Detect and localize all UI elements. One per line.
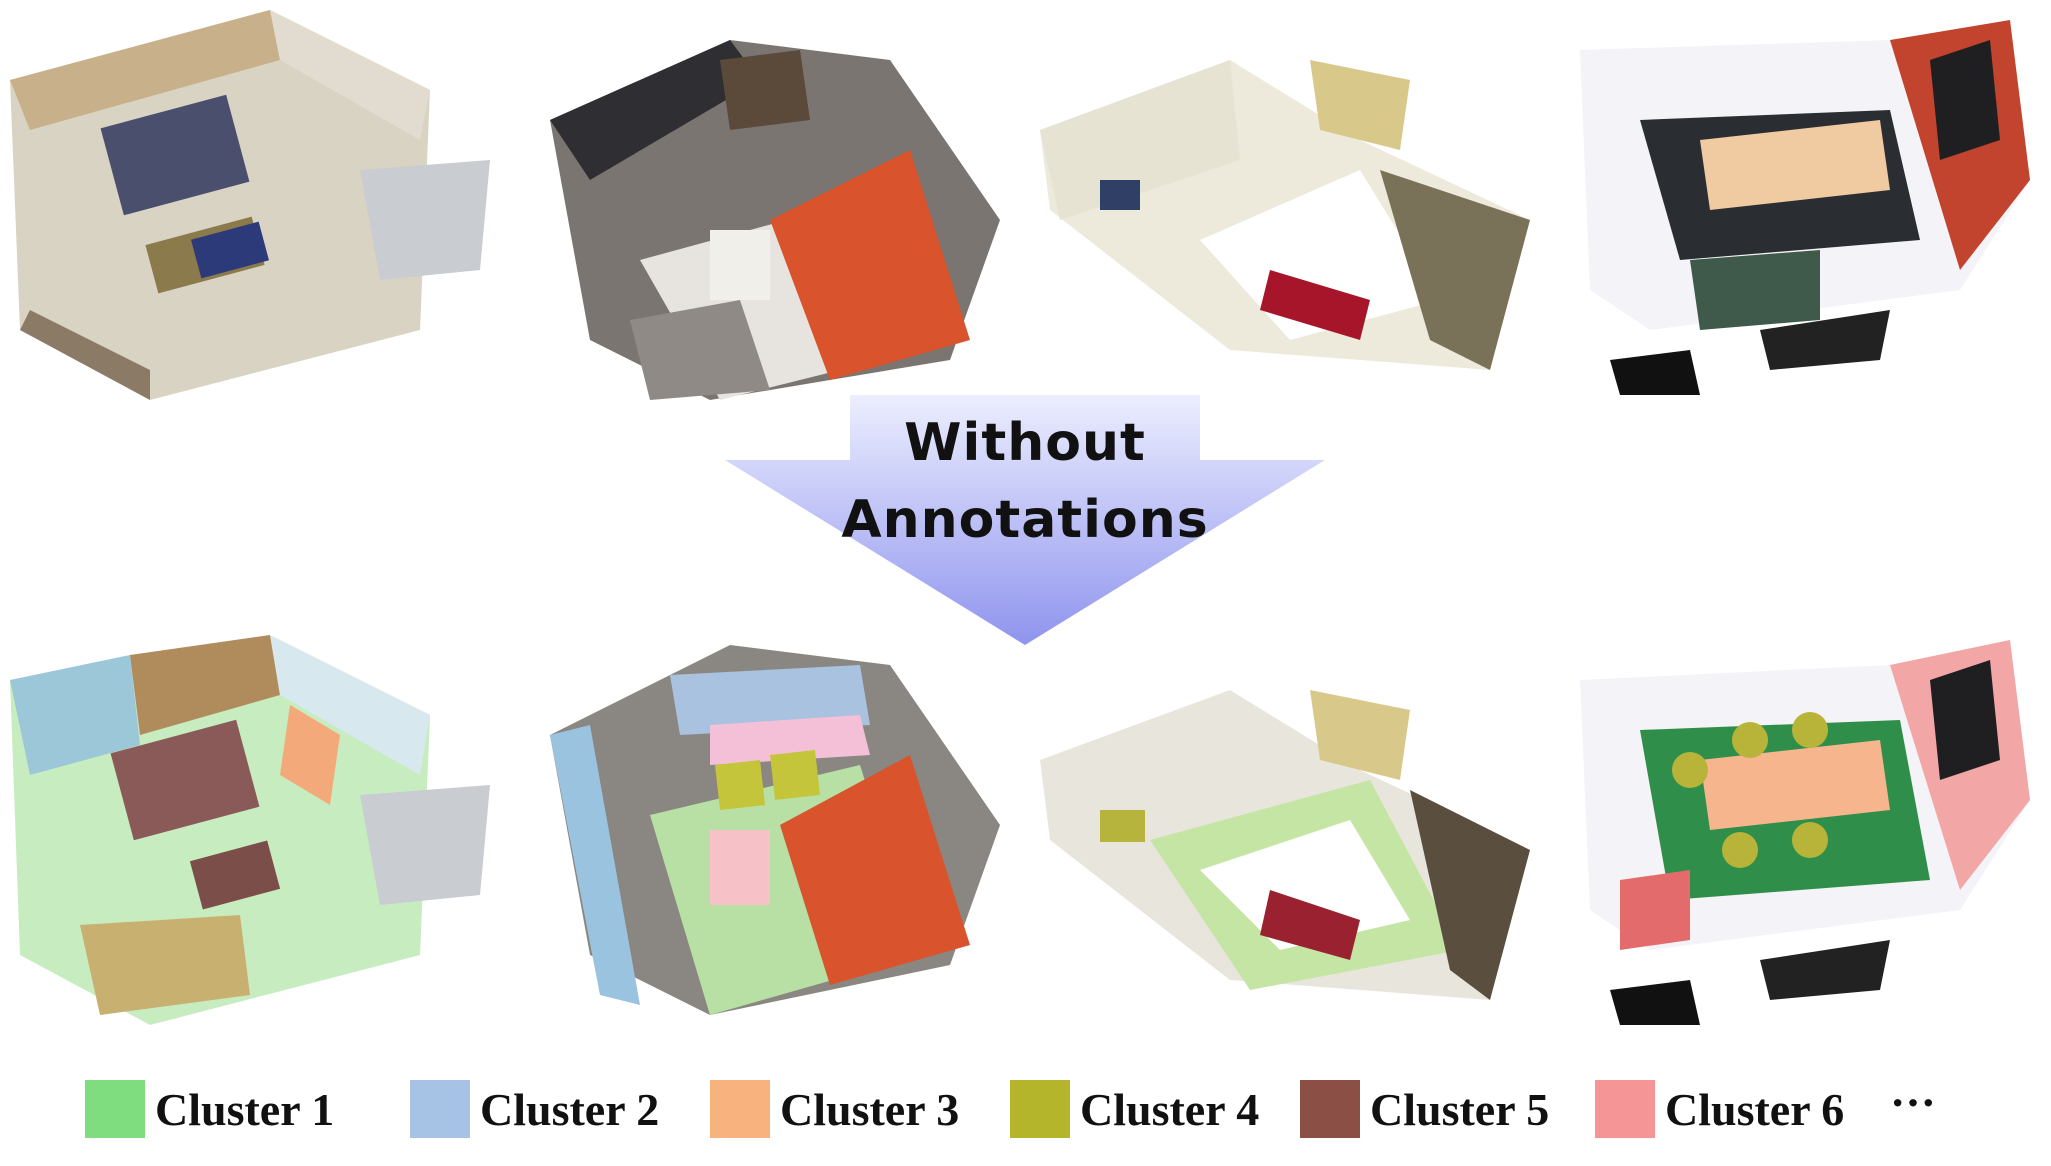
legend-item-cluster-1: Cluster 1 xyxy=(85,1078,334,1140)
process-arrow: Without Annotations xyxy=(720,395,1330,645)
legend-swatch xyxy=(1300,1080,1360,1138)
arrow-label-line1: Without xyxy=(904,413,1146,473)
original-scene-2 xyxy=(530,20,1000,410)
original-scene-3 xyxy=(1030,40,1530,370)
legend-label: Cluster 4 xyxy=(1080,1083,1260,1135)
legend-label: Cluster 3 xyxy=(780,1083,960,1135)
legend-item-cluster-5: Cluster 5 xyxy=(1300,1078,1549,1140)
legend-swatch xyxy=(710,1080,770,1138)
cluster-legend: Cluster 1 Cluster 2 Cluster 3 Cluster 4 … xyxy=(85,1077,1985,1148)
original-scene-4 xyxy=(1560,0,2050,400)
original-scene-1 xyxy=(0,0,500,400)
legend-more-ellipsis: ··· xyxy=(1890,1077,1937,1128)
clustered-scene-2 xyxy=(530,615,1000,1025)
clustered-scene-4 xyxy=(1560,620,2050,1030)
legend-label: Cluster 5 xyxy=(1370,1083,1550,1135)
legend-label: Cluster 2 xyxy=(480,1083,660,1135)
legend-swatch xyxy=(410,1080,470,1138)
legend-swatch xyxy=(85,1080,145,1138)
legend-item-cluster-3: Cluster 3 xyxy=(710,1078,959,1140)
legend-item-cluster-4: Cluster 4 xyxy=(1010,1078,1259,1140)
legend-item-cluster-2: Cluster 2 xyxy=(410,1078,659,1140)
legend-label: Cluster 6 xyxy=(1665,1083,1845,1135)
legend-swatch xyxy=(1595,1080,1655,1138)
clustered-scene-1 xyxy=(0,625,500,1035)
legend-item-cluster-6: Cluster 6 xyxy=(1595,1078,1844,1140)
arrow-label-line2: Annotations xyxy=(841,490,1209,550)
legend-label: Cluster 1 xyxy=(155,1083,335,1135)
legend-swatch xyxy=(1010,1080,1070,1138)
clustered-scene-3 xyxy=(1030,670,1530,1000)
